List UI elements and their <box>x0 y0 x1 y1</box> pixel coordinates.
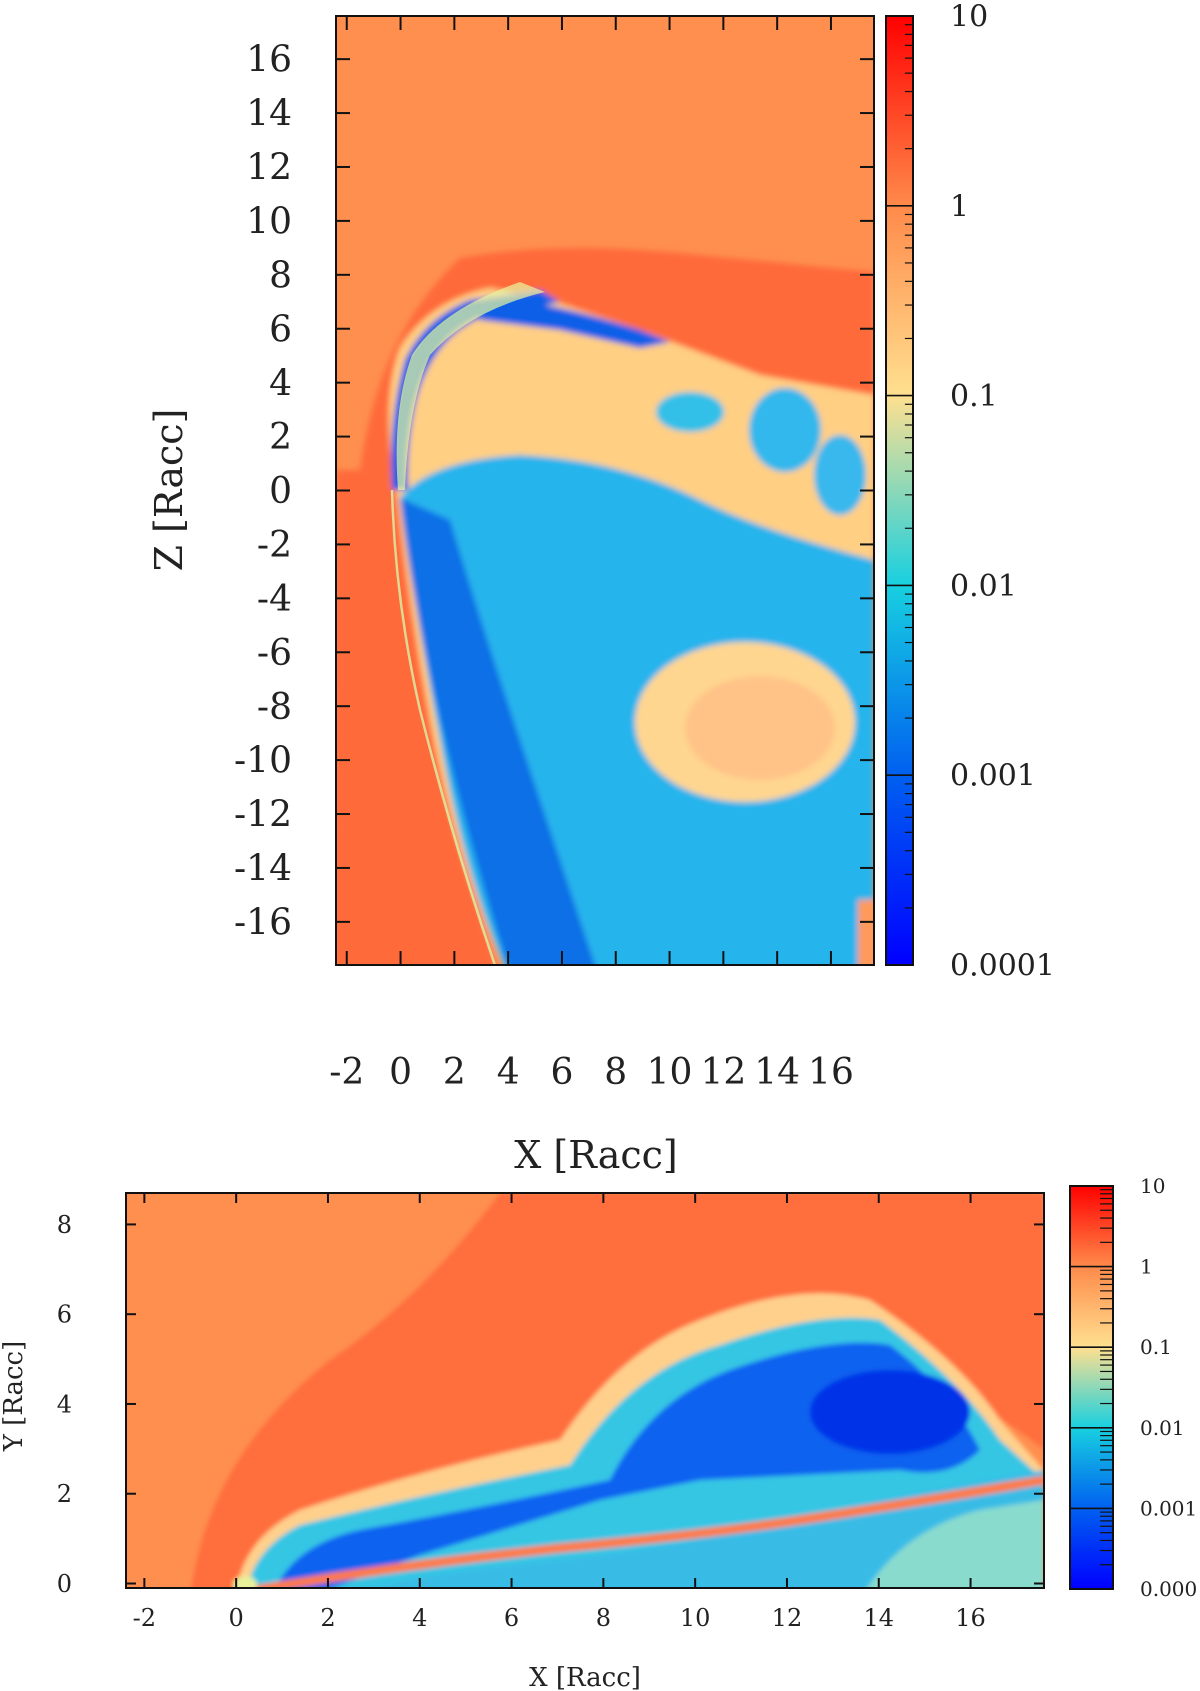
ylabel-top: Z [Racc] <box>147 409 191 572</box>
ytick-label: -8 <box>257 687 292 728</box>
ytick-label: 2 <box>269 417 292 458</box>
ytick-label: 8 <box>57 1211 72 1239</box>
xtick-label: 12 <box>700 1052 746 1093</box>
xtick-label: 8 <box>596 1604 611 1632</box>
xtick-label: 6 <box>551 1052 574 1093</box>
ytick-label: -10 <box>234 741 292 782</box>
heatmap-xz <box>336 16 874 965</box>
ytick-label: 12 <box>246 148 292 189</box>
xtick-label: 12 <box>772 1604 803 1632</box>
colorbar-tick-label: 1 <box>950 189 969 224</box>
colorbar-top <box>885 15 914 966</box>
xtick-label: 16 <box>955 1604 986 1632</box>
ytick-label: 0 <box>269 471 292 512</box>
colorbar-tick-label: 0.0001 <box>950 949 1055 984</box>
xtick-label: 0 <box>389 1052 412 1093</box>
xtick-label: 14 <box>863 1604 894 1632</box>
xlabel-top: X [Racc] <box>514 1133 678 1177</box>
xtick-label: 4 <box>412 1604 427 1632</box>
colorbar-tick-label: 0.001 <box>1140 1496 1197 1520</box>
xtick-label: 10 <box>647 1052 693 1093</box>
xtick-label: 6 <box>504 1604 519 1632</box>
ytick-label: 14 <box>246 94 292 135</box>
xtick-label: 10 <box>680 1604 711 1632</box>
ytick-label: 10 <box>246 201 292 242</box>
xtick-label: 14 <box>754 1052 800 1093</box>
colorbar-bottom <box>1069 1185 1114 1590</box>
ytick-label: 6 <box>57 1301 72 1329</box>
panel-top-xz: -2 0 2 4 6 8 10 12 14 161614121086420-2-4-6-8-10-… <box>147 0 1055 1177</box>
colorbar-tick-label: 1 <box>1140 1255 1153 1279</box>
xtick-label: -2 <box>133 1604 156 1632</box>
colorbar-tick-label: 10 <box>950 0 988 35</box>
colorbar-tick-label: 10 <box>1140 1174 1165 1198</box>
ytick-label: 0 <box>57 1570 72 1598</box>
xtick-label: 4 <box>497 1052 520 1093</box>
ylabel-bottom: Y [Racc] <box>0 1341 29 1453</box>
ytick-label: 16 <box>246 40 292 81</box>
colorbar-tick-label: 0.001 <box>950 759 1036 794</box>
ytick-label: -12 <box>234 795 292 836</box>
ytick-label: 4 <box>269 363 292 404</box>
colorbar-ticks-top: 10 1 0.1 0.01 0.001 0.0001 <box>886 0 1055 984</box>
panel-bottom-xy: -2 0 2 4 6 8 10 12 14 16 0 2 4 6 8 X [Racc] Y [Racc] 1… <box>0 1174 1197 1691</box>
xtick-label: 2 <box>320 1604 335 1632</box>
xtick-label: 2 <box>443 1052 466 1093</box>
ytick-label: -14 <box>234 849 292 890</box>
colorbar-ticks-bottom: 10 1 0.1 0.01 0.001 0.000 <box>1070 1174 1197 1601</box>
xlabel-bottom: X [Racc] <box>529 1663 641 1691</box>
ytick-label: -4 <box>257 579 292 620</box>
ytick-label: 4 <box>57 1390 72 1418</box>
axis-ticks-top: -2 0 2 4 6 8 10 12 14 161614121086420-2-4-6-8-10-… <box>234 16 874 1093</box>
ytick-label: -16 <box>234 902 292 943</box>
colorbar-tick-label: 0.01 <box>1140 1416 1185 1440</box>
xtick-label: 16 <box>808 1052 854 1093</box>
ytick-label: -2 <box>257 525 292 566</box>
colorbar-tick-label: 0.1 <box>950 379 998 414</box>
ytick-label: 6 <box>269 309 292 350</box>
xtick-label: 8 <box>604 1052 627 1093</box>
ytick-label: 2 <box>57 1480 72 1508</box>
ytick-label: 8 <box>269 255 292 296</box>
xtick-label: 0 <box>229 1604 244 1632</box>
axis-ticks-bottom: -2 0 2 4 6 8 10 12 14 16 0 2 4 6 8 <box>57 1193 1044 1632</box>
colorbar-tick-label: 0.1 <box>1140 1335 1172 1359</box>
ytick-label: -6 <box>257 633 292 674</box>
xtick-label: -2 <box>329 1052 364 1093</box>
colorbar-tick-label: 0.01 <box>950 569 1017 604</box>
heatmap-xy <box>126 1193 1044 1588</box>
colorbar-tick-label: 0.000 <box>1140 1577 1197 1601</box>
